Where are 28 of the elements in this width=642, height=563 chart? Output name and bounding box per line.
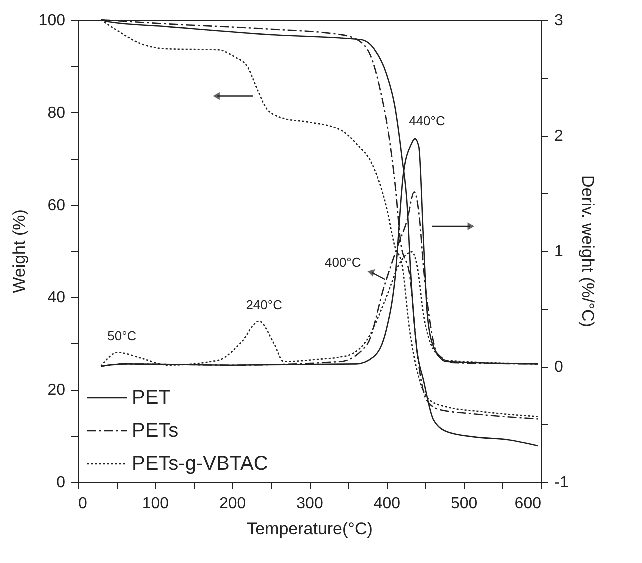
y-axis-title: Weight (%) bbox=[10, 210, 29, 294]
x-tick-label: 500 bbox=[450, 496, 478, 512]
y-tick-label: 40 bbox=[48, 290, 66, 307]
y2-tick-label: 0 bbox=[554, 359, 564, 376]
x-tick-label: 100 bbox=[142, 496, 170, 512]
annotation: 400°C bbox=[324, 255, 362, 270]
x-tick-label: 600 bbox=[514, 496, 542, 512]
legend-label: PET bbox=[132, 387, 171, 409]
x-tick-label: 400 bbox=[374, 496, 401, 512]
y2-tick-label: -1 bbox=[554, 474, 569, 492]
annotation: 240°C bbox=[246, 298, 282, 313]
legend-label: PETs bbox=[132, 420, 179, 442]
y-tick-label: 100 bbox=[38, 12, 66, 30]
x-axis-title: Temperature(°C) bbox=[247, 520, 373, 538]
y2-tick-label: 1 bbox=[554, 244, 564, 260]
x-tick-label: 200 bbox=[219, 496, 246, 512]
y-tick-label: 20 bbox=[48, 382, 66, 400]
y2-axis-title: Deriv. weight (%/°C) bbox=[578, 176, 598, 328]
legend-label: PETs-g-VBTAC bbox=[132, 453, 268, 475]
x-tick-label: 0 bbox=[78, 496, 88, 512]
y-tick-label: 0 bbox=[56, 474, 66, 492]
y-tick-label: 60 bbox=[48, 197, 66, 214]
annotation: 440°C bbox=[409, 114, 446, 129]
annotation: 50°C bbox=[108, 328, 137, 344]
y2-tick-label: 3 bbox=[554, 12, 564, 30]
y2-tick-label: 2 bbox=[554, 128, 564, 145]
x-tick-label: 300 bbox=[296, 496, 324, 512]
y-tick-label: 80 bbox=[48, 104, 66, 122]
